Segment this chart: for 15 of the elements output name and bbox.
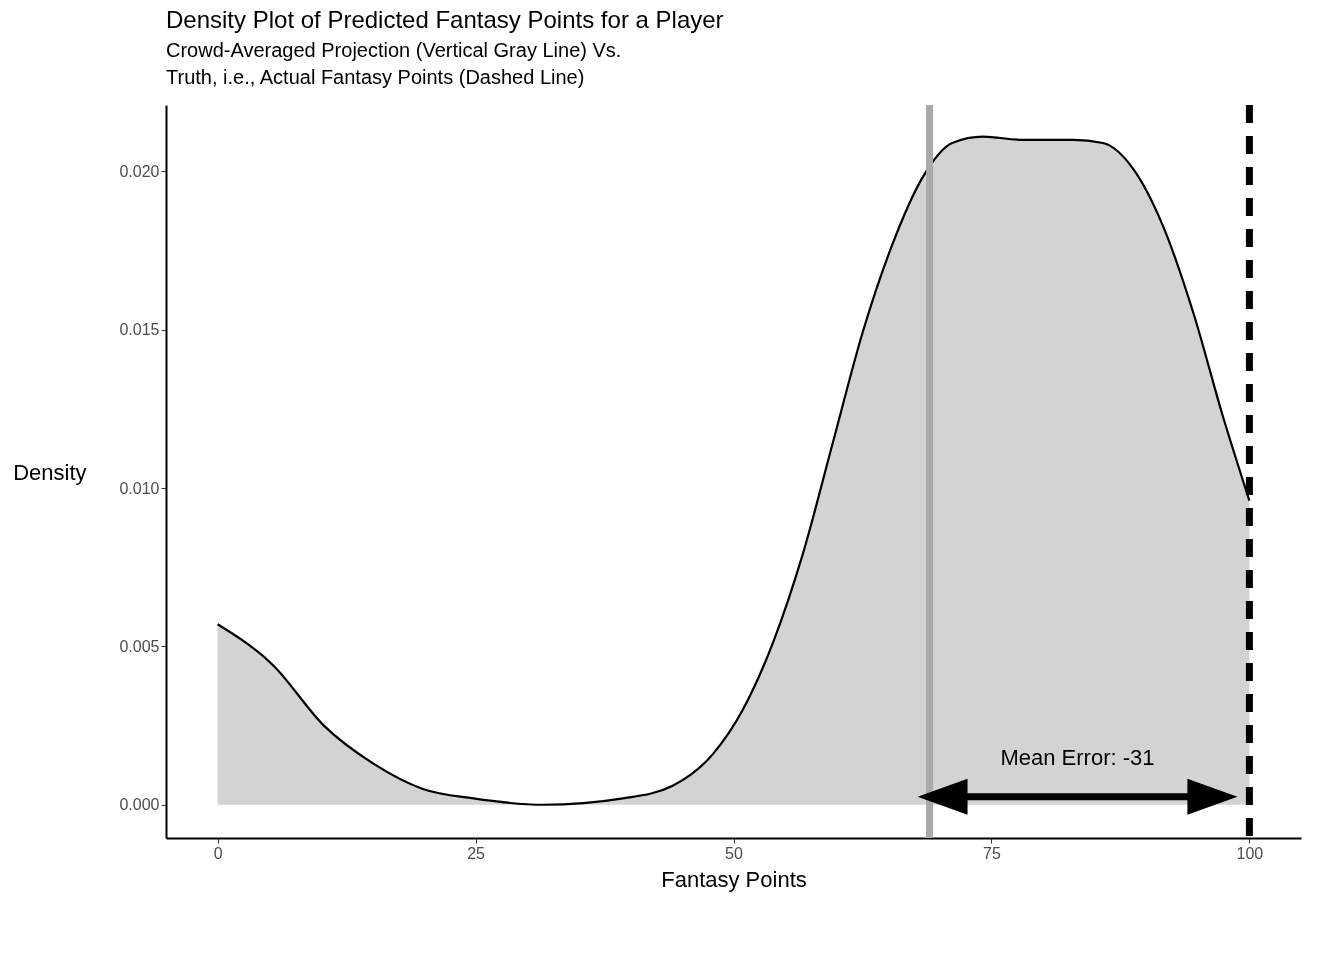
y-tick-label: 0.020 [119, 162, 160, 180]
y-tick-label: 0.005 [119, 637, 160, 655]
y-tick-label: 0.015 [119, 321, 160, 339]
y-tick-label: 0.010 [119, 479, 160, 497]
x-tick-label: 50 [725, 844, 743, 862]
x-axis-title: Fantasy Points [661, 866, 807, 892]
chart-subtitle: Crowd-Averaged Projection (Vertical Gray Line) Vs. Truth, i.e., Actual Fantasy Points (Dashed Line) [166, 38, 622, 88]
chart-title: Density Plot of Predicted Fantasy Points for a Player [166, 5, 724, 33]
y-axis-title: Density [13, 459, 87, 485]
x-tick-label: 0 [213, 844, 223, 862]
y-tick-label: 0.000 [119, 796, 160, 814]
annotation: Mean Error: -31 [1000, 744, 1155, 770]
x-tick-label: 25 [467, 844, 486, 862]
x-tick-label: 75 [983, 844, 1001, 862]
x-tick-label: 100 [1236, 844, 1264, 862]
